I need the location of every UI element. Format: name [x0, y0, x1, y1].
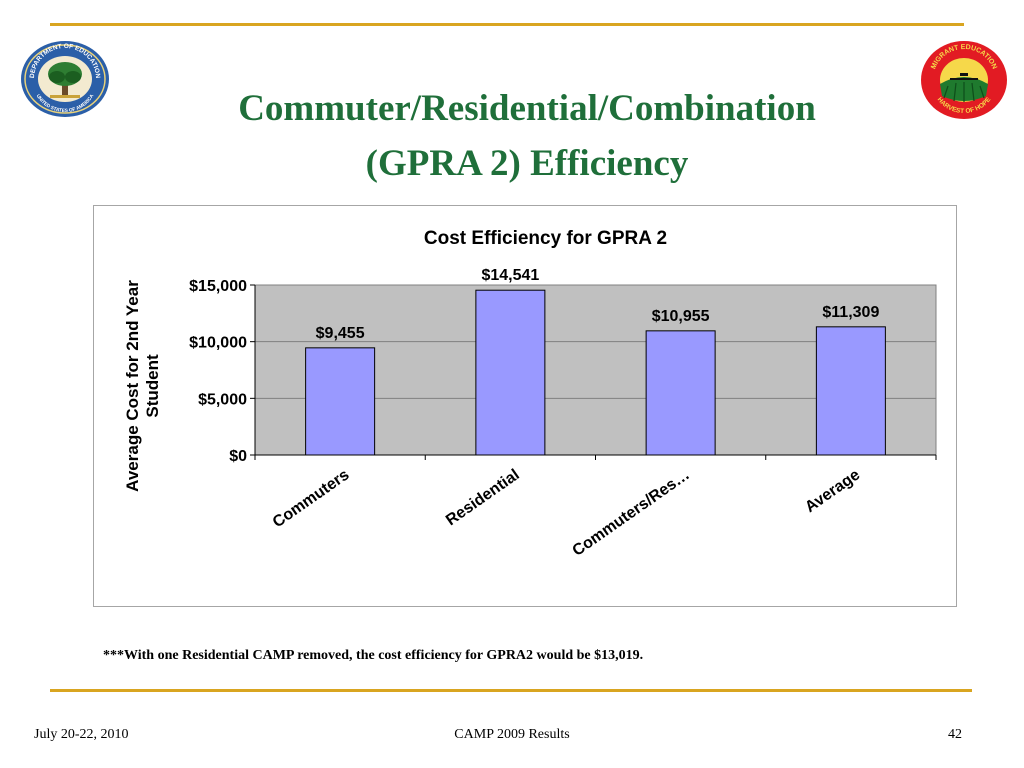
bottom-rule: [50, 689, 972, 692]
slide-title-line-1: Commuter/Residential/Combination: [238, 88, 816, 129]
bar: [815, 326, 886, 456]
data-label: $9,455: [316, 325, 365, 342]
data-label: $10,955: [652, 308, 710, 325]
y-axis-label-line: Average Cost for 2nd Year: [123, 280, 142, 492]
bar: [475, 289, 546, 456]
y-tick-label: $0: [229, 448, 247, 465]
x-tick-label: Average: [802, 466, 863, 516]
y-axis-label: Average Cost for 2nd YearStudent: [123, 280, 162, 492]
chart-title: Cost Efficiency for GPRA 2: [424, 228, 667, 249]
data-label: $11,309: [822, 304, 879, 321]
y-axis-label-line: Student: [143, 354, 162, 418]
x-tick-label: Commuters: [270, 466, 353, 531]
data-label: $14,541: [481, 267, 539, 284]
top-rule: [50, 23, 964, 26]
bar: [305, 347, 376, 456]
footer-center: CAMP 2009 Results: [454, 727, 570, 742]
y-tick-label: $5,000: [198, 391, 247, 408]
footer-page-number: 42: [948, 727, 962, 742]
migrant-education-harvest-of-hope-icon: MIGRANT EDUCATION HARVEST OF HOPE: [920, 40, 1008, 120]
chart-container: Cost Efficiency for GPRA 2 $0 $5,000 $10,00…: [93, 205, 957, 607]
footnote: ***With one Residential CAMP removed, th…: [103, 648, 644, 663]
y-tick-label: $10,000: [189, 335, 247, 352]
x-tick-label: Commuters/Res…: [570, 466, 693, 559]
slide-title-line-2: (GPRA 2) Efficiency: [365, 143, 689, 184]
y-tick-label: $15,000: [189, 278, 247, 295]
x-tick-label: Residential: [443, 466, 523, 529]
bar: [645, 330, 716, 456]
bar-chart: Cost Efficiency for GPRA 2 $0 $5,000 $10,00…: [123, 228, 937, 560]
department-of-education-seal-icon: DEPARTMENT OF EDUCATION UNITED STATES OF…: [20, 40, 110, 118]
footer-date: July 20-22, 2010: [34, 727, 129, 742]
